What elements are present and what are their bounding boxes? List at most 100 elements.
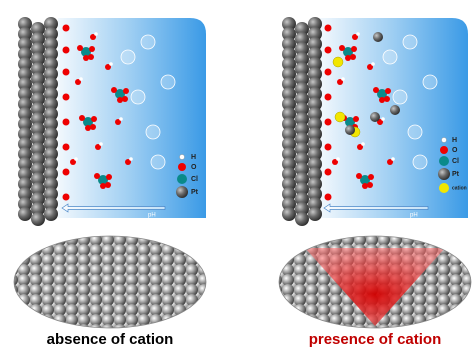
- bubble: [146, 125, 160, 139]
- oxygen: [94, 173, 100, 179]
- hydrogen: [391, 157, 395, 161]
- hydrogen: [94, 32, 98, 36]
- oxygen: [353, 116, 359, 122]
- oxygen: [367, 182, 373, 188]
- electrode-atom: [44, 207, 58, 221]
- bubble: [408, 125, 422, 139]
- bubble: [403, 35, 417, 49]
- ph-label: pH: [148, 213, 156, 219]
- oxygen: [345, 55, 351, 61]
- oxygen: [362, 183, 368, 189]
- oxygen: [85, 125, 91, 131]
- hydrogen: [74, 157, 78, 161]
- oxygen: [100, 183, 106, 189]
- oxygen: [63, 69, 70, 76]
- electrode-atom: [308, 207, 322, 221]
- oxygen: [106, 174, 112, 180]
- bubble: [161, 75, 175, 89]
- bubble: [413, 155, 427, 169]
- hydrogen: [79, 77, 83, 81]
- hydrogen: [361, 142, 365, 146]
- pt-atom: [370, 112, 380, 122]
- oxygen: [63, 194, 70, 201]
- oxygen: [325, 194, 332, 201]
- electrode-atom: [18, 207, 32, 221]
- oxygen: [325, 119, 332, 126]
- hydrogen: [371, 62, 375, 66]
- legend-h: [180, 155, 185, 160]
- legend-label: Cl: [191, 176, 198, 183]
- oxygen: [325, 169, 332, 176]
- legend-label: cation: [452, 185, 467, 191]
- hydrogen: [119, 117, 123, 121]
- oxygen: [88, 54, 94, 60]
- legend-label: Pt: [191, 189, 199, 196]
- bubble: [131, 90, 145, 104]
- legend-o: [178, 163, 186, 171]
- legend-label: H: [452, 137, 457, 144]
- hydrogen: [336, 157, 340, 161]
- pt-atom: [345, 125, 355, 135]
- oxygen: [351, 46, 357, 52]
- oxygen: [384, 96, 390, 102]
- oxygen: [91, 116, 97, 122]
- figure: H O Cl Pt pH absence of cation H O Cl Pt…: [0, 0, 475, 360]
- oxygen: [63, 144, 70, 151]
- legend-label: H: [191, 154, 196, 161]
- oxygen: [63, 47, 70, 54]
- oxygen: [111, 87, 117, 93]
- oxygen: [350, 54, 356, 60]
- oxygen: [325, 144, 332, 151]
- electrode-atom: [282, 207, 296, 221]
- oxygen: [373, 87, 379, 93]
- hydrogen: [341, 77, 345, 81]
- oxygen: [325, 47, 332, 54]
- legend-label: O: [191, 164, 197, 171]
- electrode-atom: [295, 212, 309, 226]
- oxygen: [63, 94, 70, 101]
- bubble: [383, 50, 397, 64]
- hydrogen: [129, 157, 133, 161]
- oxygen: [123, 88, 129, 94]
- bubble: [423, 75, 437, 89]
- legend-label: Pt: [452, 171, 460, 178]
- hydrogen: [99, 142, 103, 146]
- pt-atom: [373, 32, 383, 42]
- oxygen: [83, 55, 89, 61]
- hydrogen: [381, 117, 385, 121]
- oxygen: [379, 97, 385, 103]
- oxygen: [63, 25, 70, 32]
- oxygen: [105, 182, 111, 188]
- ph-label: pH: [410, 213, 418, 219]
- oxygen: [117, 97, 123, 103]
- oxygen: [385, 88, 391, 94]
- caption: presence of cation: [309, 331, 442, 348]
- electrode-atom: [31, 212, 45, 226]
- legend-label: O: [452, 147, 458, 154]
- bubble: [141, 35, 155, 49]
- oxygen: [356, 173, 362, 179]
- oxygen: [77, 45, 83, 51]
- oxygen: [63, 169, 70, 176]
- panel-absence: H O Cl Pt pH absence of cation: [10, 17, 210, 348]
- bubble: [121, 50, 135, 64]
- pt-atom: [390, 105, 400, 115]
- oxygen: [63, 119, 70, 126]
- legend-pt: [176, 186, 188, 198]
- oxygen: [79, 115, 85, 121]
- electrode: [282, 17, 322, 226]
- oxygen: [325, 69, 332, 76]
- panel-presence: H O Cl Pt cation pH presence of cation: [275, 17, 475, 348]
- hydrogen: [109, 62, 113, 66]
- oxygen: [122, 96, 128, 102]
- bubble: [151, 155, 165, 169]
- surface: [10, 230, 210, 340]
- cation: [335, 112, 345, 122]
- cation: [333, 57, 343, 67]
- oxygen: [368, 174, 374, 180]
- bubble: [393, 90, 407, 104]
- oxygen: [90, 124, 96, 130]
- electrode: [18, 17, 58, 226]
- oxygen: [339, 45, 345, 51]
- hydrogen: [356, 32, 360, 36]
